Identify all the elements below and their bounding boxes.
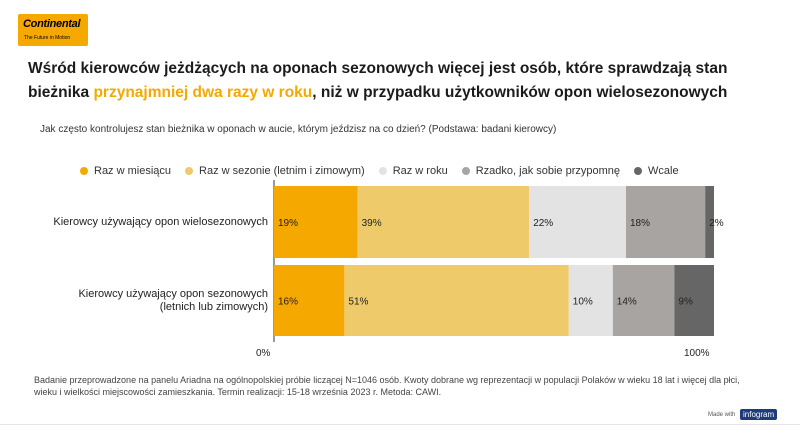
data-label: 18% xyxy=(630,218,650,229)
bar-segment xyxy=(626,186,706,258)
survey-question: Jak często kontrolujesz stan bieżnika w … xyxy=(40,124,557,135)
legend-dot-icon xyxy=(461,167,470,175)
logo-tagline: The Future in Motion xyxy=(24,35,71,41)
logo-brand: Continental xyxy=(23,18,81,30)
category-label: Kierowcy używający opon wielosezonowych xyxy=(18,216,268,229)
bar-segment xyxy=(274,186,358,258)
legend-dot-icon xyxy=(185,167,194,175)
x-tick-label-min: 0% xyxy=(256,348,271,359)
title-part-1: Wśród kierowców jeżdżących na oponach se… xyxy=(28,60,728,101)
data-label: 2% xyxy=(709,218,724,229)
legend-label: Raz w miesiącu xyxy=(94,165,172,177)
data-label: 9% xyxy=(678,297,693,308)
legend-item: Raz w roku xyxy=(378,165,448,177)
data-label: 16% xyxy=(278,297,298,308)
bar-segment xyxy=(344,265,569,336)
page-title: Wśród kierowców jeżdżących na oponach se… xyxy=(28,57,778,105)
category-label-line: (letnich lub zimowych) xyxy=(159,300,268,313)
infogram-badge[interactable]: infogram xyxy=(740,409,778,420)
data-label: 10% xyxy=(573,297,593,308)
legend-label: Wcale xyxy=(648,165,679,177)
bar-segment xyxy=(705,186,714,258)
legend-label: Rzadko, jak sobie przypomnę xyxy=(475,165,621,177)
bar-segment xyxy=(357,186,530,258)
made-with-label: Made with xyxy=(708,412,736,418)
bar-segment xyxy=(274,265,345,336)
legend-dot-icon xyxy=(80,167,88,175)
bar-segment xyxy=(568,265,613,336)
footnote: Badanie przeprowadzone na panelu Ariadna… xyxy=(34,375,740,397)
bottom-divider xyxy=(0,424,800,425)
bar-segment xyxy=(612,265,675,336)
title-highlight: przynajmniej dwa razy w roku xyxy=(93,84,313,101)
chart-legend: Raz w miesiącu Raz w sezonie (letnim i zi… xyxy=(80,165,693,177)
data-label: 14% xyxy=(617,297,637,308)
legend-dot-icon xyxy=(634,167,643,175)
data-label: 39% xyxy=(362,218,382,229)
legend-label: Raz w roku xyxy=(392,165,448,177)
data-label: 19% xyxy=(278,218,298,229)
bar-segment xyxy=(674,265,714,336)
legend-dot-icon xyxy=(378,167,387,175)
legend-label: Raz w sezonie (letnim i zimowym) xyxy=(199,165,365,177)
continental-logo: Continental The Future in Motion xyxy=(18,14,88,46)
legend-item: Wcale xyxy=(634,165,679,177)
title-part-2: , niż w przypadku użytkowników opon wiel… xyxy=(312,84,728,101)
category-label-line: Kierowcy używający opon wielosezonowych xyxy=(53,215,268,228)
x-tick-label-max: 100% xyxy=(684,348,710,359)
legend-item: Raz w sezonie (letnim i zimowym) xyxy=(185,165,365,177)
legend-item: Raz w miesiącu xyxy=(80,165,171,177)
category-label: Kierowcy używający opon sezonowych (letni… xyxy=(18,288,268,314)
category-label-line: Kierowcy używający opon sezonowych xyxy=(78,287,268,300)
data-label: 22% xyxy=(533,218,553,229)
bar-segment xyxy=(529,186,626,258)
legend-item: Rzadko, jak sobie przypomnę xyxy=(461,165,621,177)
data-label: 51% xyxy=(348,297,368,308)
